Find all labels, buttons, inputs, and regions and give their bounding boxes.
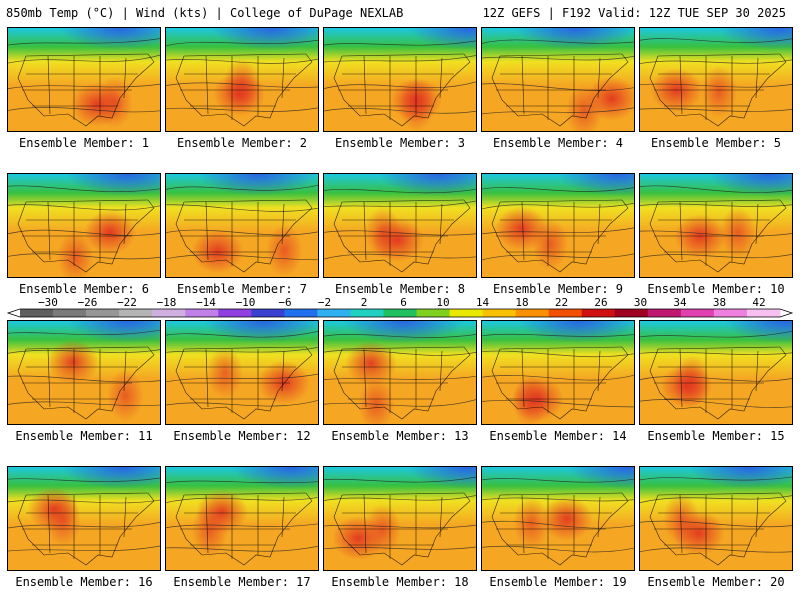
colorbar-segment — [251, 309, 285, 317]
colorbar-segment — [350, 309, 384, 317]
ensemble-member-label: Ensemble Member: 3 — [334, 136, 466, 150]
ensemble-member-map — [7, 466, 161, 571]
ensemble-member-label: Ensemble Member: 15 — [647, 429, 785, 443]
temperature-colorbar: −30 −26 −22 −18 −14 −10 −6 −2 2 6 10 14 18 22 26 30 34 38… — [6, 296, 794, 318]
ensemble-member-label: Ensemble Member: 18 — [331, 575, 469, 589]
ensemble-member-map — [481, 466, 635, 571]
colorbar-tick-label: 34 — [673, 296, 687, 309]
colorbar-segment — [482, 309, 517, 317]
colorbar-tick-label: −18 — [157, 296, 177, 309]
colorbar-tick-label: −30 — [38, 296, 58, 309]
ensemble-member-label: Ensemble Member: 13 — [331, 429, 469, 443]
colorbar-segment — [53, 309, 87, 317]
colorbar-tick-label: −14 — [196, 296, 216, 309]
colorbar-tick-label: −2 — [318, 296, 331, 309]
colorbar-tick-label: −26 — [78, 296, 98, 309]
header: 850mb Temp (°C) | Wind (kts) | College o… — [0, 0, 800, 24]
ensemble-member-map — [481, 320, 635, 425]
ensemble-member-label: Ensemble Member: 2 — [176, 136, 308, 150]
header-title-left: 850mb Temp (°C) | Wind (kts) | College o… — [6, 6, 404, 20]
ensemble-member-map — [323, 320, 477, 425]
colorbar-segment — [218, 309, 252, 317]
colorbar-segment — [581, 309, 616, 317]
colorbar-tick-label: −22 — [117, 296, 137, 309]
ensemble-member-label: Ensemble Member: 6 — [18, 282, 150, 296]
colorbar-tick-label: 42 — [752, 296, 765, 309]
ensemble-member-map — [165, 27, 319, 132]
ensemble-member-map — [639, 320, 793, 425]
ensemble-member-label: Ensemble Member: 16 — [15, 575, 153, 589]
colorbar-tick-label: 22 — [555, 296, 568, 309]
colorbar-tick-label: −6 — [278, 296, 291, 309]
colorbar-tick-label: 10 — [436, 296, 449, 309]
ensemble-member-label: Ensemble Member: 17 — [173, 575, 311, 589]
colorbar-segment — [152, 309, 186, 317]
ensemble-member-map — [165, 466, 319, 571]
ensemble-member-map — [481, 173, 635, 278]
ensemble-member-label: Ensemble Member: 10 — [647, 282, 785, 296]
colorbar-segment — [185, 309, 219, 317]
colorbar-segment — [548, 309, 583, 317]
colorbar-segment — [284, 309, 318, 317]
ensemble-member-map — [7, 320, 161, 425]
ensemble-member-label: Ensemble Member: 14 — [489, 429, 627, 443]
ensemble-member-map — [7, 27, 161, 132]
colorbar-tick-label: 14 — [476, 296, 490, 309]
colorbar-segment — [515, 309, 550, 317]
colorbar-segment — [20, 309, 54, 317]
ensemble-member-label: Ensemble Member: 9 — [492, 282, 624, 296]
ensemble-member-label: Ensemble Member: 7 — [176, 282, 308, 296]
colorbar-tick-label: 6 — [400, 296, 407, 309]
ensemble-member-label: Ensemble Member: 19 — [489, 575, 627, 589]
ensemble-member-map — [7, 173, 161, 278]
ensemble-member-map — [639, 466, 793, 571]
colorbar-tick-label: 26 — [594, 296, 607, 309]
colorbar-segment — [119, 309, 153, 317]
ensemble-member-map — [323, 27, 477, 132]
colorbar-segment — [647, 309, 682, 317]
colorbar-segment — [383, 309, 418, 317]
colorbar-segment — [746, 309, 781, 317]
ensemble-member-map — [323, 466, 477, 571]
ensemble-member-label: Ensemble Member: 11 — [15, 429, 153, 443]
colorbar-segment — [86, 309, 120, 317]
ensemble-member-map — [639, 27, 793, 132]
colorbar-tick-label: 18 — [515, 296, 528, 309]
ensemble-member-label: Ensemble Member: 8 — [334, 282, 466, 296]
colorbar-tick-label: −10 — [236, 296, 256, 309]
colorbar-segment — [680, 309, 715, 317]
ensemble-member-map — [165, 320, 319, 425]
ensemble-member-label: Ensemble Member: 1 — [18, 136, 150, 150]
ensemble-member-map — [323, 173, 477, 278]
colorbar-segment — [317, 309, 351, 317]
ensemble-member-label: Ensemble Member: 20 — [647, 575, 785, 589]
ensemble-member-label: Ensemble Member: 5 — [650, 136, 782, 150]
ensemble-member-label: Ensemble Member: 12 — [173, 429, 311, 443]
colorbar-tick-label: 2 — [361, 296, 368, 309]
header-title-right: 12Z GEFS | F192 Valid: 12Z TUE SEP 30 20… — [482, 6, 786, 20]
colorbar-tick-label: 30 — [634, 296, 647, 309]
ensemble-member-label: Ensemble Member: 4 — [492, 136, 624, 150]
colorbar-segment — [614, 309, 649, 317]
colorbar-tick-label: 38 — [713, 296, 726, 309]
colorbar-segment — [713, 309, 748, 317]
ensemble-member-map — [639, 173, 793, 278]
ensemble-member-map — [481, 27, 635, 132]
colorbar-segment — [449, 309, 484, 317]
ensemble-member-map — [165, 173, 319, 278]
colorbar-segment — [416, 309, 451, 317]
